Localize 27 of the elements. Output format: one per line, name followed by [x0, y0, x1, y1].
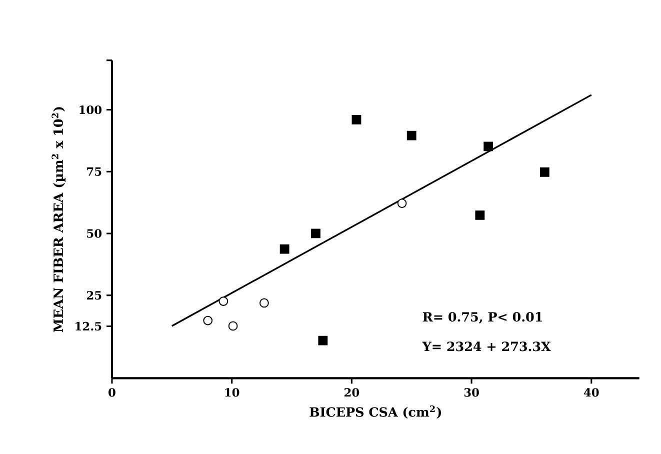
point [540, 167, 550, 177]
point [475, 210, 485, 220]
annotation: Y= 2324 + 273.3X [422, 341, 551, 352]
y-axis-title: MEAN FIBER AREA (µm$^{2}$ x 10$^{2}$) [52, 106, 66, 332]
point [318, 336, 328, 346]
point [218, 296, 228, 306]
point [311, 228, 320, 238]
x-tick-label: 10 [225, 388, 240, 397]
y-tick-label: 25 [86, 290, 102, 300]
point [228, 321, 238, 330]
x-tick-label: 20 [344, 388, 360, 397]
x-tick-label: 0 [108, 388, 116, 397]
point [352, 114, 362, 124]
x-axis-title: BICEPS CSA (cm$^{2}$) [310, 405, 441, 418]
y-tick-label: 50 [87, 228, 102, 238]
y-tick-label: 12.5 [76, 322, 102, 330]
point [280, 244, 290, 254]
point [397, 198, 407, 208]
point [484, 142, 494, 151]
x-tick-label: 30 [464, 388, 479, 397]
x-tick-label: 40 [584, 388, 599, 397]
y-tick-label: 75 [87, 167, 102, 176]
point [203, 316, 213, 326]
y-tick-label: 100 [80, 105, 102, 114]
annotation: R= 0.75, P< 0.01 [422, 312, 542, 324]
point [406, 130, 416, 140]
point [259, 298, 269, 308]
